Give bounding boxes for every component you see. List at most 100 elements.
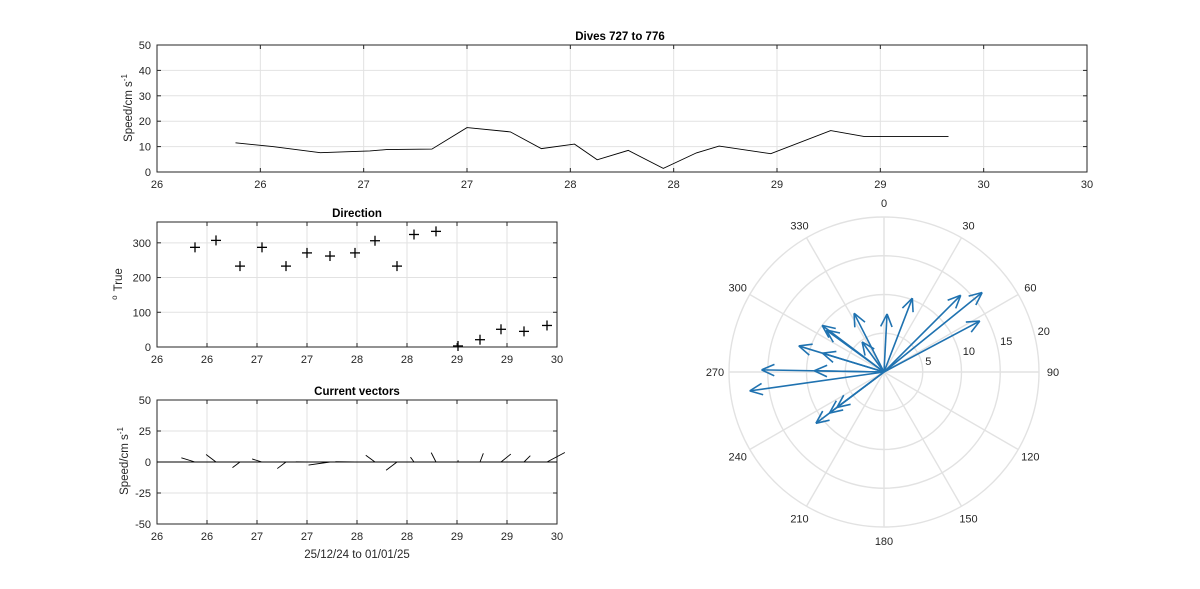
- polar-angle-label: 270: [706, 367, 724, 379]
- direction-ylabel-sup: o: [110, 295, 119, 300]
- speed-x-tick-label: 30: [1081, 179, 1093, 191]
- vectors-ylabel: Speed/cm s-1: [116, 427, 131, 495]
- speed-x-tick-label: 29: [874, 179, 886, 191]
- polar-arrow-shaft: [883, 313, 888, 373]
- speed-x-tick-label: 27: [358, 179, 370, 191]
- polar-radius-label: 5: [925, 356, 931, 368]
- speed-x-tick-label: 29: [771, 179, 783, 191]
- speed-ylabel-sup: -1: [120, 74, 129, 82]
- polar-angle-label: 90: [1047, 367, 1059, 379]
- polar-arrow-shaft: [861, 341, 885, 373]
- polar-arrow-shaft: [883, 320, 981, 373]
- vectors-x-tick-label: 28: [351, 531, 363, 543]
- polar-angle-label: 150: [959, 513, 977, 525]
- vector-stick: [308, 461, 331, 466]
- vectors-xlabel: 25/12/24 to 01/01/25: [304, 549, 410, 561]
- polar-spoke: [805, 237, 885, 373]
- speed-series-line: [235, 127, 949, 169]
- speed-x-tick-label: 30: [978, 179, 990, 191]
- polar-arrow-head: [836, 403, 851, 409]
- speed-y-tick-label: 20: [139, 116, 151, 128]
- polar-arrow-head: [853, 312, 866, 323]
- polar-arrow-head: [829, 409, 844, 414]
- speed-y-tick-label: 30: [139, 91, 151, 103]
- polar-spoke: [805, 371, 885, 507]
- vectors-ylabel-text: Speed/cm s: [119, 434, 131, 495]
- direction-x-tick-label: 28: [401, 354, 413, 366]
- compass-panel: 0 30 60 90 120 150 180 210 240 270 300 330 5 10 15 20: [706, 198, 1059, 548]
- polar-arrow-head: [975, 292, 983, 306]
- polar-spoke: [883, 237, 963, 373]
- polar-angle-label: 0: [881, 198, 887, 210]
- polar-arrow-head: [749, 390, 764, 396]
- polar-arrow-head: [826, 329, 841, 334]
- polar-arrow: [815, 371, 885, 425]
- polar-arrow: [883, 294, 962, 373]
- polar-radius-label: 10: [963, 346, 975, 358]
- vectors-x-tick-label: 27: [301, 531, 313, 543]
- direction-point: [409, 229, 419, 240]
- polar-spoke: [883, 371, 1019, 451]
- vectors-y-tick-label: -25: [135, 488, 151, 500]
- speed-x-tick-label: 28: [564, 179, 576, 191]
- polar-arrow: [821, 350, 885, 373]
- polar-angle-label: 240: [728, 452, 746, 464]
- polar-arrow-head: [821, 352, 834, 363]
- vectors-y-tick-label: 25: [139, 426, 151, 438]
- polar-arrow: [879, 313, 893, 373]
- polar-arrow-shaft: [883, 297, 914, 373]
- direction-point: [190, 242, 200, 253]
- vectors-x-tick-label: 30: [551, 531, 563, 543]
- vector-stick: [205, 454, 217, 463]
- polar-arrow-head: [815, 419, 830, 425]
- polar-spoke: [749, 293, 885, 373]
- vectors-y-tick-label: 50: [139, 395, 151, 407]
- direction-point: [302, 247, 312, 258]
- polar-arrow-head: [853, 313, 856, 328]
- direction-x-tick-label: 29: [501, 354, 513, 366]
- polar-angle-label: 330: [790, 221, 808, 233]
- direction-point: [431, 226, 441, 237]
- polar-arrow-head: [901, 297, 913, 309]
- direction-point: [281, 261, 291, 272]
- speed-y-tick-label: 40: [139, 65, 151, 77]
- vector-stick: [479, 453, 484, 463]
- polar-arrow-head: [970, 320, 981, 333]
- speed-ylabel-text: Speed/cm s: [123, 81, 135, 142]
- vectors-y-tick-label: 0: [145, 457, 151, 469]
- vector-stick: [252, 458, 263, 463]
- polar-angle-label: 300: [728, 283, 746, 295]
- polar-arrow-head: [965, 320, 980, 323]
- polar-arrow-head: [798, 343, 813, 347]
- polar-angle-label: 210: [790, 513, 808, 525]
- direction-x-tick-label: 26: [201, 354, 213, 366]
- polar-arrow-head: [825, 329, 834, 343]
- polar-angle-label: 180: [875, 536, 893, 548]
- polar-arrow: [853, 312, 885, 373]
- polar-angle-label: 30: [962, 221, 974, 233]
- polar-arrow-head: [968, 291, 983, 297]
- vectors-panel: 26 26 27 27 28 28 29 29 30 -50 -25 0 25 50: [135, 395, 566, 543]
- polar-radius-label: 15: [1000, 336, 1012, 348]
- speed-y-tick-label: 10: [139, 142, 151, 154]
- direction-point: [235, 261, 245, 272]
- polar-arrow-head: [879, 313, 888, 327]
- direction-x-tick-label: 30: [551, 354, 563, 366]
- direction-point: [475, 334, 485, 345]
- vectors-y-tick-label: -50: [135, 519, 151, 531]
- direction-point: [453, 340, 463, 351]
- polar-arrow-head: [828, 400, 838, 414]
- speed-title: Dives 727 to 776: [575, 31, 665, 43]
- vector-stick: [410, 456, 415, 463]
- direction-y-tick-label: 0: [145, 342, 151, 354]
- vectors-title: Current vectors: [314, 386, 400, 398]
- polar-spoke: [749, 371, 885, 451]
- direction-title: Direction: [332, 208, 382, 220]
- vector-stick: [546, 452, 566, 463]
- polar-arrow-head: [822, 350, 837, 354]
- polar-arrow: [883, 320, 981, 373]
- vector-stick: [430, 452, 437, 463]
- direction-y-tick-label: 300: [133, 238, 151, 250]
- direction-point: [392, 261, 402, 272]
- vector-stick: [181, 457, 196, 463]
